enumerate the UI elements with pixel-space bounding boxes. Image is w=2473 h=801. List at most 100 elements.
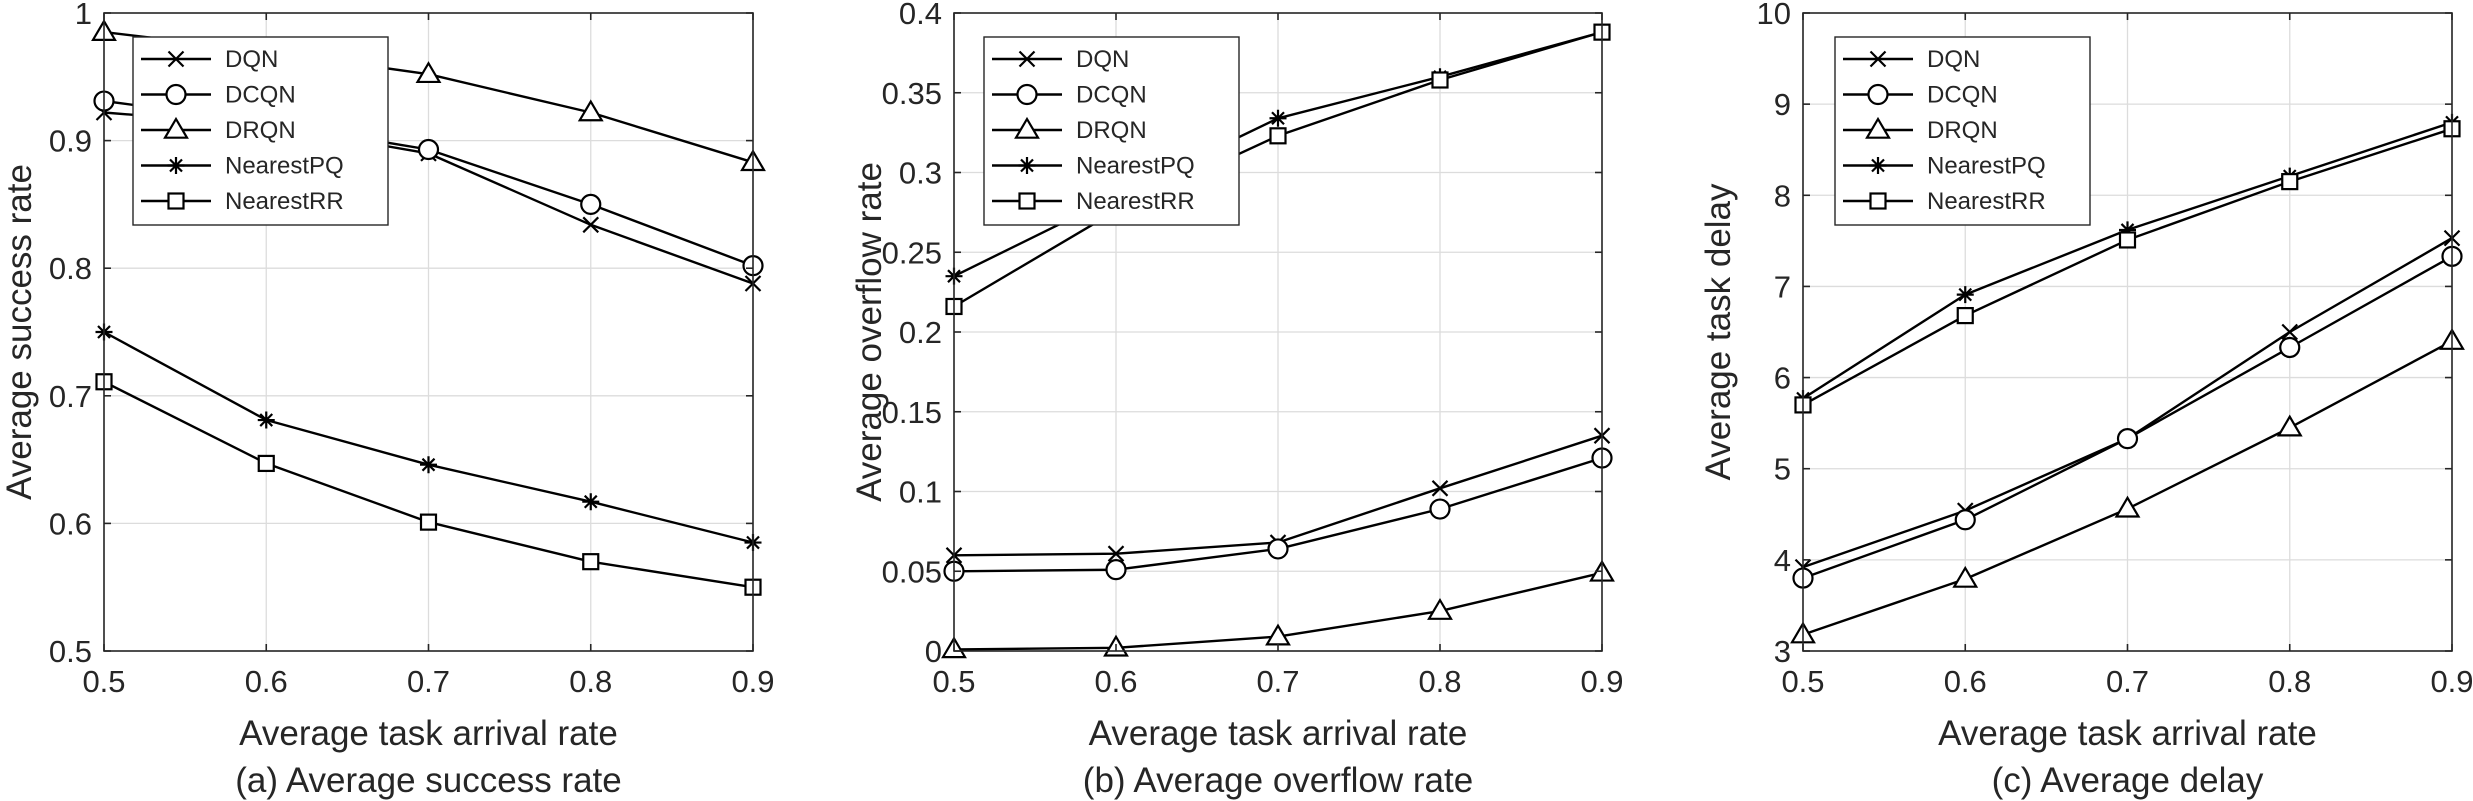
x-tick-label: 0.9 bbox=[1580, 664, 1623, 699]
series-dcqn bbox=[1792, 245, 2463, 589]
legend-entry-nearestpq: NearestPQ bbox=[141, 153, 344, 180]
legend-label: NearestPQ bbox=[225, 153, 344, 180]
data-point-marker bbox=[2281, 173, 2299, 191]
legend-entry-nearestrr: NearestRR bbox=[1843, 188, 2046, 215]
legend-entry-dqn: DQN bbox=[1843, 46, 1980, 73]
legend-label: DCQN bbox=[225, 82, 296, 109]
data-point-marker bbox=[1431, 480, 1449, 497]
legend-label: DQN bbox=[225, 46, 278, 73]
legend-entry-dcqn: DCQN bbox=[1843, 82, 1998, 109]
legend-marker bbox=[165, 83, 187, 106]
chart-panel-1: 0.5 0.6 0.7 0.8 0.9 0.5 0.6 0.7 0.8 0.9 1 Average t… bbox=[0, 0, 775, 800]
x-tick-label: 0.8 bbox=[1418, 664, 1461, 699]
legend-label: NearestRR bbox=[225, 188, 344, 215]
legend-entry-dcqn: DCQN bbox=[141, 82, 296, 109]
data-point-marker bbox=[582, 216, 600, 234]
x-tick-label: 0.6 bbox=[1094, 664, 1137, 699]
x-tick-label: 0.9 bbox=[2430, 664, 2473, 699]
legend-label: DQN bbox=[1076, 46, 1129, 73]
y-tick-label: 0 bbox=[925, 634, 942, 669]
legend-marker bbox=[1869, 50, 1887, 68]
legend-marker bbox=[167, 50, 185, 68]
legend-entry-nearestpq: NearestPQ bbox=[992, 153, 1195, 180]
y-tick-label: 6 bbox=[1774, 361, 1791, 396]
x-axis-label: Average task arrival rate bbox=[1089, 714, 1468, 753]
data-point-marker bbox=[257, 411, 275, 429]
legend-marker bbox=[167, 157, 185, 174]
y-tick-label: 3 bbox=[1774, 634, 1791, 669]
legend-label: NearestPQ bbox=[1076, 153, 1195, 180]
x-axis-label: Average task arrival rate bbox=[239, 714, 618, 753]
y-axis-label: Average success rate bbox=[0, 164, 39, 500]
legend-marker bbox=[1014, 116, 1040, 139]
y-tick-label: 7 bbox=[1774, 269, 1791, 304]
legend-label: NearestRR bbox=[1927, 188, 2046, 215]
chart-caption: (c) Average delay bbox=[1992, 761, 2264, 800]
x-tick-label: 0.6 bbox=[1944, 664, 1987, 699]
chart-caption: (b) Average overflow rate bbox=[1083, 761, 1473, 800]
data-point-marker bbox=[2276, 414, 2303, 437]
legend-entry-drqn: DRQN bbox=[992, 116, 1147, 144]
data-point-marker bbox=[577, 99, 604, 122]
y-tick-label: 1 bbox=[75, 0, 92, 31]
x-tick-label: 0.5 bbox=[932, 664, 975, 699]
legend-marker bbox=[167, 192, 185, 210]
y-axis-label: Average overflow rate bbox=[850, 162, 889, 502]
data-point-marker bbox=[2279, 336, 2301, 359]
data-point-marker bbox=[1267, 538, 1289, 560]
y-tick-label: 0.3 bbox=[899, 156, 942, 191]
legend-entry-nearestpq: NearestPQ bbox=[1843, 153, 2046, 180]
legend: DQN DCQN DRQN NearestPQ NearestRR bbox=[983, 36, 1240, 226]
data-point-marker bbox=[420, 456, 437, 474]
legend: DQN DCQN DRQN NearestPQ NearestRR bbox=[1834, 36, 2091, 226]
x-tick-label: 0.9 bbox=[731, 664, 774, 699]
data-point-marker bbox=[1954, 509, 1976, 531]
legend-label: DQN bbox=[1927, 46, 1980, 73]
y-tick-label: 0.7 bbox=[49, 379, 92, 414]
y-tick-label: 0.2 bbox=[899, 315, 942, 350]
data-point-marker bbox=[417, 138, 440, 161]
y-tick-label: 5 bbox=[1774, 452, 1791, 487]
data-point-marker bbox=[1269, 127, 1287, 145]
y-tick-label: 0.4 bbox=[899, 0, 942, 31]
data-point-marker bbox=[2116, 428, 2139, 450]
legend-marker bbox=[163, 116, 189, 139]
x-tick-label: 0.5 bbox=[1781, 664, 1824, 699]
chart-caption: (a) Average success rate bbox=[235, 761, 622, 800]
series-dcqn bbox=[943, 447, 1613, 582]
legend: DQN DCQN DRQN NearestPQ NearestRR bbox=[132, 36, 389, 226]
data-point-marker bbox=[2119, 221, 2136, 239]
legend-label: DCQN bbox=[1927, 82, 1998, 109]
data-point-marker bbox=[580, 193, 602, 215]
data-point-marker bbox=[582, 493, 600, 511]
y-tick-label: 0.25 bbox=[882, 235, 942, 270]
data-point-marker bbox=[2118, 231, 2137, 249]
legend-marker bbox=[1865, 116, 1891, 139]
legend-entry-nearestrr: NearestRR bbox=[141, 188, 344, 215]
y-tick-label: 0.9 bbox=[49, 124, 92, 159]
y-tick-label: 4 bbox=[1774, 543, 1791, 578]
y-tick-label: 0.6 bbox=[49, 506, 92, 541]
legend-entry-dqn: DQN bbox=[992, 46, 1129, 73]
data-point-marker bbox=[1427, 597, 1453, 620]
x-tick-label: 0.7 bbox=[2106, 664, 2149, 699]
data-point-marker bbox=[1105, 559, 1127, 581]
x-axis-label: Average task arrival rate bbox=[1938, 714, 2317, 753]
x-tick-label: 0.8 bbox=[2268, 664, 2311, 699]
legend-entry-dqn: DQN bbox=[141, 46, 278, 73]
legend-marker bbox=[1869, 192, 1887, 210]
legend-marker bbox=[1869, 157, 1887, 174]
x-tick-label: 0.7 bbox=[1256, 664, 1299, 699]
chart-panel-3: 0.5 0.6 0.7 0.8 0.9 3 4 5 6 7 8 9 10 Average task arr… bbox=[1699, 0, 2473, 800]
y-tick-label: 10 bbox=[1757, 0, 1791, 31]
legend-entry-dcqn: DCQN bbox=[992, 82, 1147, 109]
legend-label: DRQN bbox=[225, 117, 296, 144]
data-point-marker bbox=[1956, 286, 1974, 304]
legend-label: NearestRR bbox=[1076, 188, 1195, 215]
legend-entry-drqn: DRQN bbox=[1843, 116, 1998, 144]
series-nearestrr bbox=[95, 373, 762, 596]
data-point-marker bbox=[2114, 495, 2141, 518]
legend-entry-nearestrr: NearestRR bbox=[992, 188, 1195, 215]
y-tick-label: 0.35 bbox=[882, 76, 942, 111]
chart-panel-2: 0.5 0.6 0.7 0.8 0.9 0 0.05 0.1 0.15 0.2 0.25 0.3 0.3… bbox=[850, 0, 1624, 800]
